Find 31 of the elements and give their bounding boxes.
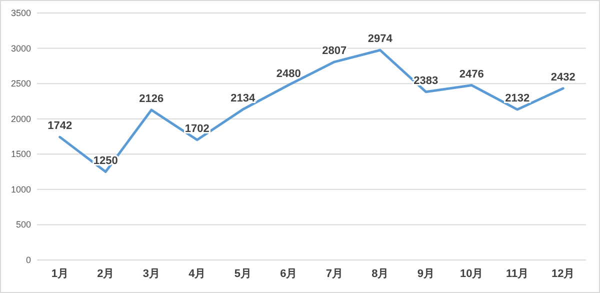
y-tick-label: 3500 bbox=[10, 8, 31, 18]
y-tick-label: 0 bbox=[26, 255, 31, 265]
x-tick-label: 4月 bbox=[188, 268, 206, 280]
data-label: 1742 bbox=[48, 120, 72, 132]
y-tick-label: 2000 bbox=[10, 114, 31, 124]
x-tick-label: 6月 bbox=[280, 268, 298, 280]
x-tick-label: 9月 bbox=[417, 268, 434, 280]
data-label: 2126 bbox=[139, 92, 164, 105]
data-label: 2134 bbox=[230, 92, 256, 104]
y-tick-label: 3000 bbox=[10, 43, 31, 54]
x-tick-label: 3月 bbox=[142, 268, 160, 280]
x-tick-label: 2月 bbox=[97, 268, 114, 280]
x-tick-label: 10月 bbox=[460, 268, 484, 280]
data-label: 2476 bbox=[459, 68, 484, 80]
x-tick-label: 5月 bbox=[234, 268, 252, 280]
x-tick-label: 8月 bbox=[372, 268, 389, 280]
data-label: 2132 bbox=[505, 92, 530, 105]
x-tick-label: 11月 bbox=[506, 268, 529, 280]
data-label: 2432 bbox=[550, 71, 576, 84]
data-label: 2480 bbox=[276, 68, 301, 80]
y-tick-label: 2500 bbox=[10, 78, 31, 89]
data-label: 2807 bbox=[322, 44, 347, 57]
data-label: 1702 bbox=[184, 122, 210, 135]
x-tick-label: 7月 bbox=[326, 268, 343, 280]
data-label: 2383 bbox=[414, 74, 438, 87]
data-label: 2974 bbox=[368, 33, 394, 46]
x-tick-label: 1月 bbox=[51, 268, 68, 280]
y-tick-label: 1000 bbox=[10, 184, 31, 194]
y-tick-label: 500 bbox=[16, 220, 31, 230]
x-tick-label: 12月 bbox=[552, 268, 575, 280]
y-tick-label: 1500 bbox=[10, 149, 31, 160]
